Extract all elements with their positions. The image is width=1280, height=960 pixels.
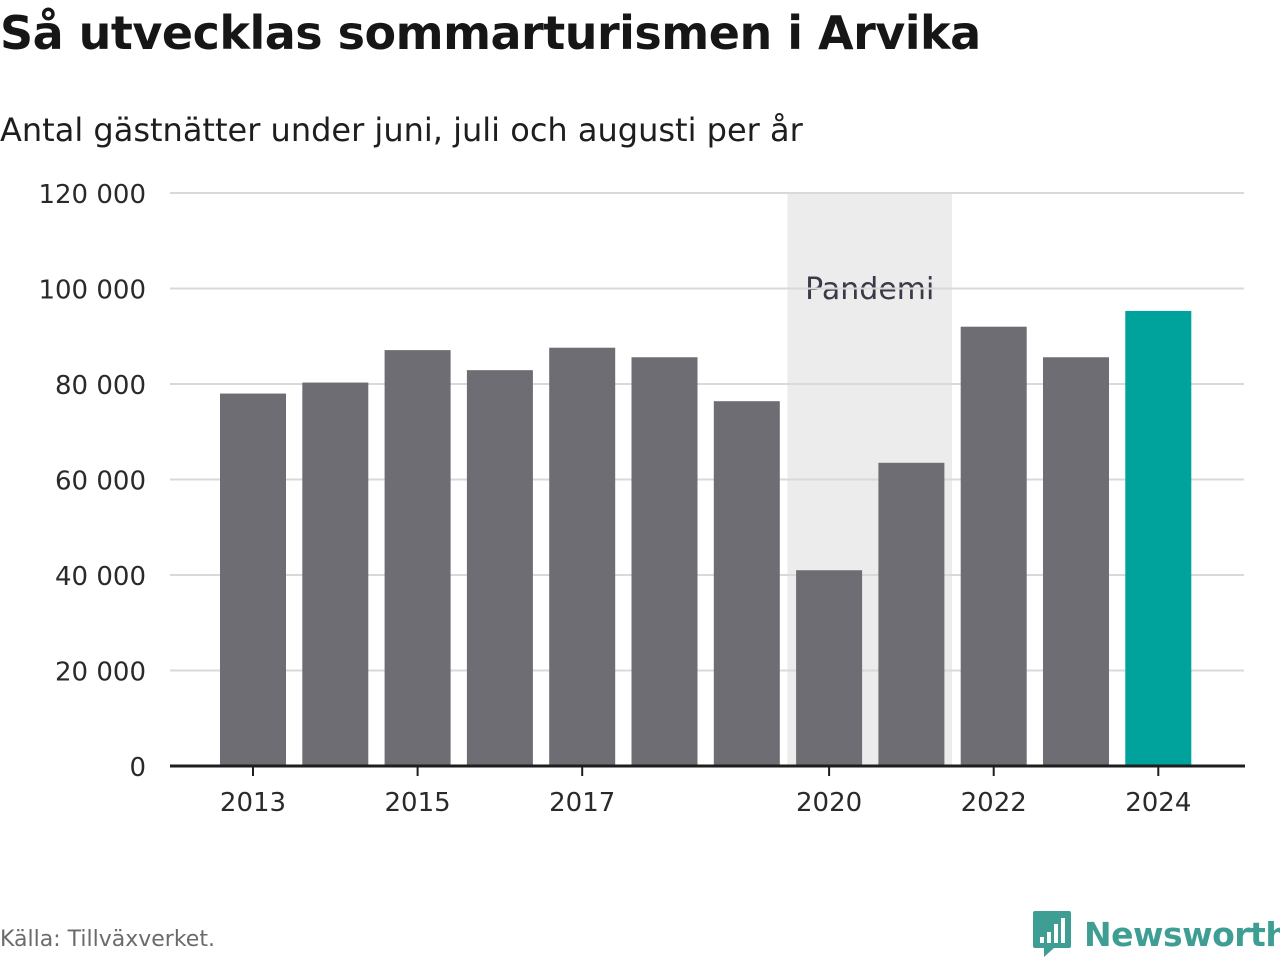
x-tick-label: 2022 xyxy=(961,788,1027,818)
bar-2021 xyxy=(878,462,945,766)
bar-2023 xyxy=(1043,357,1109,766)
x-tick-label: 2013 xyxy=(220,788,286,818)
y-tick-label: 60 000 xyxy=(55,467,146,497)
y-tick-label: 120 000 xyxy=(38,180,146,210)
y-tick-label: 80 000 xyxy=(55,371,146,401)
bar-2019 xyxy=(713,401,780,766)
bar-2014 xyxy=(302,382,369,766)
chart-subtitle: Antal gästnätter under juni, juli och au… xyxy=(0,111,803,149)
bars xyxy=(220,310,1192,766)
brand-name: Newsworthy xyxy=(1084,914,1280,954)
bar-2018 xyxy=(631,357,698,766)
y-tick-label: 20 000 xyxy=(55,658,146,688)
speech-bubble-chart-icon xyxy=(1033,911,1071,957)
x-axis xyxy=(170,764,1245,776)
bar-2020 xyxy=(796,570,863,766)
x-tick-label: 2024 xyxy=(1125,788,1191,818)
x-tick-label: 2020 xyxy=(796,788,862,818)
y-axis-tick-labels: 0 20 000 40 000 60 000 80 000 100 000 120 000 xyxy=(38,180,146,783)
chart-title: Så utvecklas sommarturismen i Arvika xyxy=(0,6,981,60)
bar-2015 xyxy=(384,350,451,766)
bar-2022 xyxy=(960,326,1027,766)
bar-2024 xyxy=(1125,310,1192,766)
bar-2013 xyxy=(220,393,286,766)
bar-2017 xyxy=(549,347,616,766)
y-tick-label: 40 000 xyxy=(55,562,146,592)
x-tick-label: 2015 xyxy=(385,788,451,818)
y-tick-label: 100 000 xyxy=(38,276,146,306)
brand-logo[interactable]: Newsworthy xyxy=(1032,910,1280,958)
x-axis-tick-labels: 2013 2015 2017 2020 2022 2024 xyxy=(220,788,1191,818)
bar-2016 xyxy=(466,370,533,766)
y-tick-label: 0 xyxy=(129,753,146,783)
source-note: Källa: Tillväxverket. xyxy=(0,927,215,952)
x-tick-label: 2017 xyxy=(549,788,615,818)
